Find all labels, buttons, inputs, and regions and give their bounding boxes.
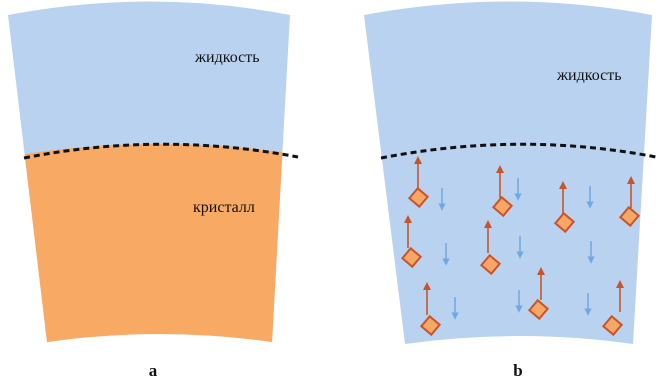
liquid-label-a: жидкость — [194, 49, 260, 66]
liquid-region-b — [364, 1, 652, 344]
nucleus-2 — [491, 165, 514, 218]
crystal-nucleus-icon — [419, 314, 442, 337]
nucleus-6 — [479, 220, 502, 276]
nucleus-1 — [407, 156, 430, 209]
crystal-nucleus-icon — [400, 246, 423, 269]
nucleus-5 — [400, 215, 423, 269]
crystal-region-a — [8, 144, 290, 342]
crystal-nucleus-icon — [618, 205, 641, 228]
crystal-label-a: кристалл — [193, 199, 255, 216]
panel-a: жидкость кристалл a — [8, 1, 299, 380]
nucleus-3 — [553, 181, 576, 234]
crystal-nucleus-icon — [407, 186, 430, 209]
liquid-label-b: жидкость — [556, 67, 622, 84]
crystal-nucleus-icon — [527, 298, 550, 321]
panel-label-a: a — [149, 361, 158, 380]
sinking-flow — [438, 178, 595, 320]
crystal-nucleus-icon — [553, 211, 576, 234]
panel-label-b: b — [513, 361, 522, 380]
crystal-nucleus-icon — [491, 195, 514, 218]
interface-line-b — [380, 142, 657, 160]
rising-nuclei — [400, 156, 641, 337]
nucleus-8 — [419, 282, 442, 337]
crystal-nucleus-icon — [601, 314, 624, 337]
crystal-nucleus-icon — [479, 253, 502, 276]
panel-b: жидкость b — [364, 1, 657, 380]
nucleus-4 — [618, 176, 641, 228]
nucleus-7 — [527, 267, 550, 321]
interface-line-a — [23, 142, 299, 160]
nucleus-9 — [601, 280, 624, 337]
